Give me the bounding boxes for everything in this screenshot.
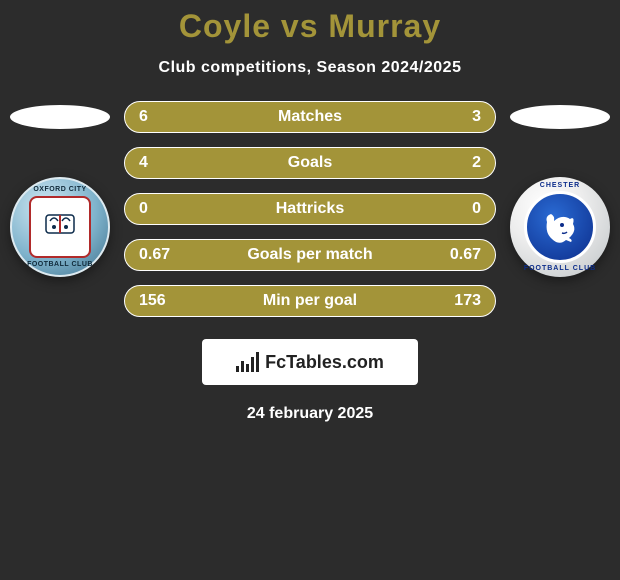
page-title: Coyle vs Murray — [0, 8, 620, 45]
stat-right-value: 3 — [421, 108, 481, 126]
stat-row: 4 Goals 2 — [124, 147, 496, 179]
stat-label: Hattricks — [199, 200, 421, 218]
stat-label: Goals — [199, 154, 421, 172]
stat-right-value: 173 — [421, 292, 481, 310]
stat-right-value: 0.67 — [421, 246, 481, 264]
wolf-icon — [539, 206, 581, 248]
stat-left-value: 0.67 — [139, 246, 199, 264]
stat-label: Goals per match — [199, 246, 421, 264]
stat-left-value: 6 — [139, 108, 199, 126]
left-column: OXFORD CITY FOOTBALL CLUB — [10, 101, 110, 277]
ox-icon — [40, 207, 80, 247]
right-column: CHESTER FOOTBALL CLUB — [510, 101, 610, 277]
stat-row: 0.67 Goals per match 0.67 — [124, 239, 496, 271]
oxford-badge-top-text: OXFORD CITY — [12, 186, 108, 193]
oxford-city-badge: OXFORD CITY FOOTBALL CLUB — [10, 177, 110, 277]
subtitle: Club competitions, Season 2024/2025 — [0, 59, 620, 77]
chester-badge-top-text: CHESTER — [510, 182, 610, 189]
stat-label: Matches — [199, 108, 421, 126]
stat-right-value: 2 — [421, 154, 481, 172]
stat-left-value: 156 — [139, 292, 199, 310]
stat-row: 0 Hattricks 0 — [124, 193, 496, 225]
oxford-badge-bottom-text: FOOTBALL CLUB — [12, 261, 108, 268]
player1-name: Coyle — [179, 8, 271, 44]
date-label: 24 february 2025 — [0, 405, 620, 423]
vs-label: vs — [281, 8, 319, 44]
player2-avatar-placeholder — [510, 105, 610, 129]
player1-avatar-placeholder — [10, 105, 110, 129]
chester-inner-circle — [524, 191, 596, 263]
comparison-card: Coyle vs Murray Club competitions, Seaso… — [0, 0, 620, 580]
bar-chart-icon — [236, 352, 259, 372]
stat-label: Min per goal — [199, 292, 421, 310]
branding-text: FcTables.com — [265, 352, 384, 373]
stat-left-value: 4 — [139, 154, 199, 172]
oxford-shield-icon — [29, 196, 91, 258]
branding-box[interactable]: FcTables.com — [202, 339, 418, 385]
chester-badge: CHESTER FOOTBALL CLUB — [510, 177, 610, 277]
stat-right-value: 0 — [421, 200, 481, 218]
chester-badge-bottom-text: FOOTBALL CLUB — [510, 265, 610, 272]
player2-name: Murray — [328, 8, 441, 44]
stat-row: 156 Min per goal 173 — [124, 285, 496, 317]
stat-row: 6 Matches 3 — [124, 101, 496, 133]
stats-table: 6 Matches 3 4 Goals 2 0 Hattricks 0 0.67… — [124, 101, 496, 317]
main-layout: OXFORD CITY FOOTBALL CLUB 6 — [0, 101, 620, 317]
stat-left-value: 0 — [139, 200, 199, 218]
